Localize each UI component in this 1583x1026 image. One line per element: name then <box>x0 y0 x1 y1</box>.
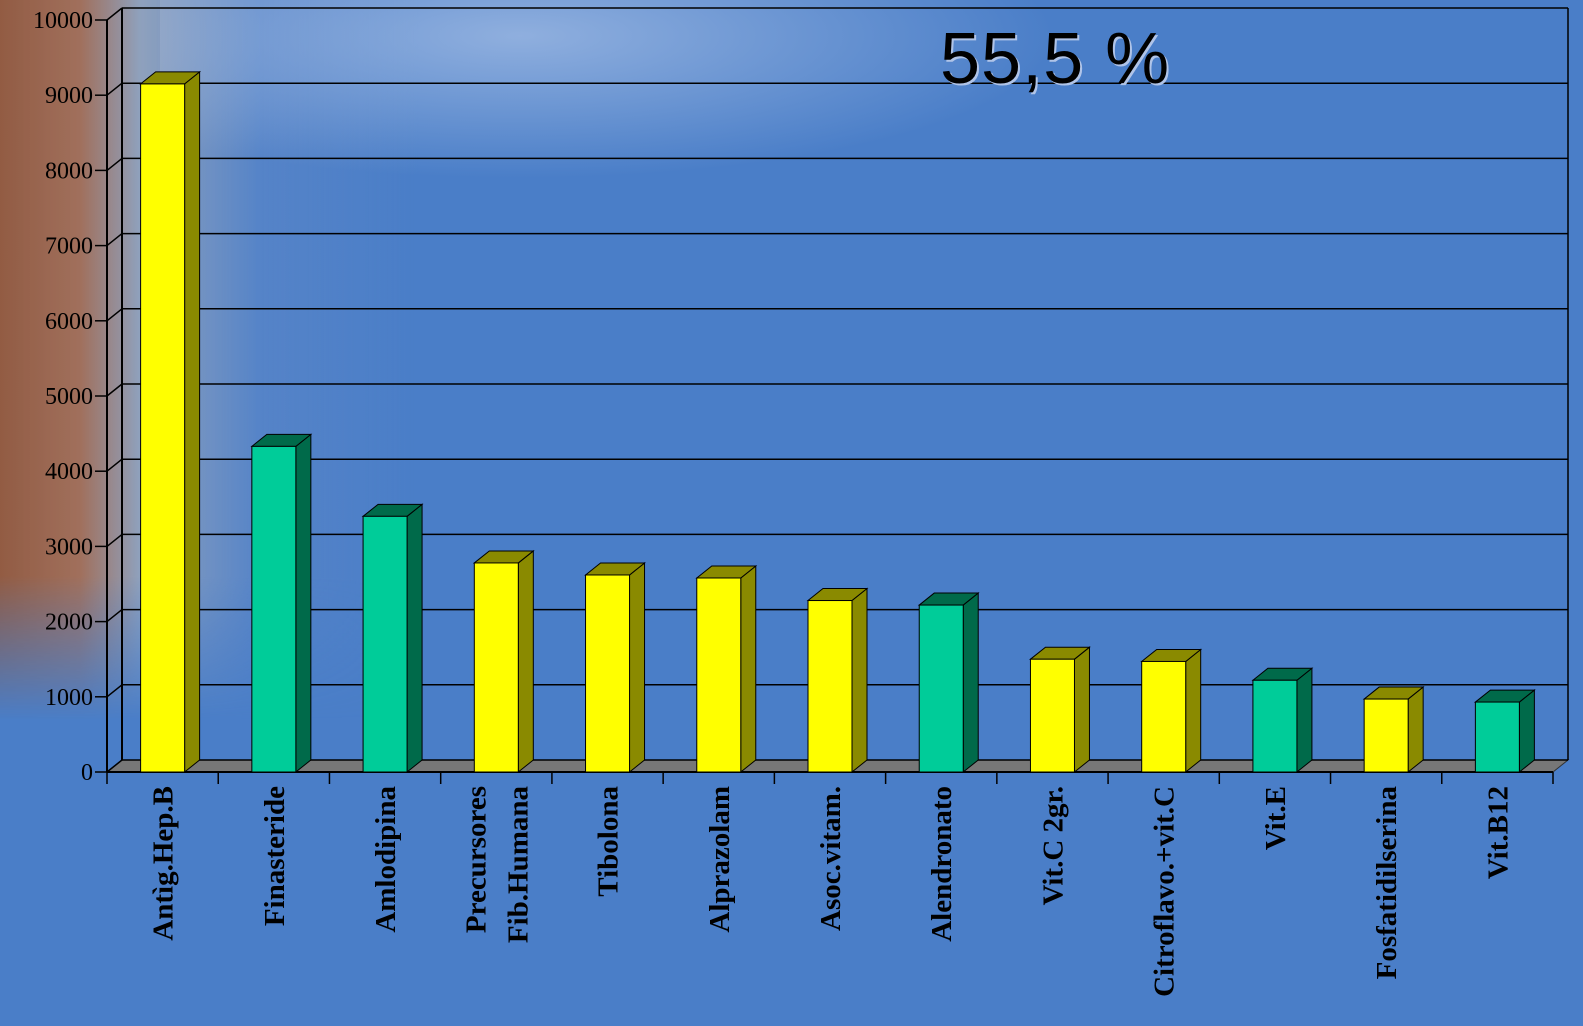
gridline-side <box>106 82 123 96</box>
y-tick-label: 9000 <box>45 83 93 109</box>
gridline-side <box>106 383 123 397</box>
y-tick-label: 3000 <box>45 534 93 560</box>
y-tick-label: 5000 <box>45 384 93 410</box>
gridline-side <box>106 684 123 698</box>
category-label: Vit.B12 <box>1482 786 1514 879</box>
y-tick-label: 8000 <box>45 158 93 184</box>
category-label: Alprazolam <box>704 786 736 933</box>
bar <box>362 515 408 773</box>
bar <box>585 574 631 773</box>
bar <box>696 577 742 773</box>
bar <box>1252 679 1298 773</box>
gridline-side <box>106 759 123 773</box>
bar-side <box>851 587 868 774</box>
category-label: Vit.E <box>1260 786 1292 850</box>
y-tick-label: 0 <box>81 760 93 786</box>
bar <box>140 83 186 773</box>
category-label: Fib.Humana <box>502 786 534 944</box>
y-tick-label: 10000 <box>33 8 93 34</box>
bar <box>1474 701 1520 773</box>
y-tick-label: 4000 <box>45 459 93 485</box>
gridline-side <box>106 308 123 322</box>
bar <box>1363 698 1409 773</box>
bar <box>918 604 964 773</box>
bar-side <box>295 433 312 774</box>
category-label: Amlodipina <box>370 786 402 933</box>
bar-side <box>1518 689 1535 774</box>
gridline-side <box>106 533 123 547</box>
bar-side <box>1185 648 1202 774</box>
bar-side <box>1073 646 1090 774</box>
gridline-side <box>106 157 123 171</box>
y-tick-label: 2000 <box>45 610 93 636</box>
category-label: Precursores <box>460 786 492 933</box>
bar <box>1141 660 1187 773</box>
y-tick-label: 1000 <box>45 685 93 711</box>
headline-percentage: 55,5 % <box>940 19 1171 99</box>
bar-side <box>1296 667 1313 774</box>
bar <box>1029 658 1075 773</box>
gridline-side <box>106 458 123 472</box>
category-label: Vit.C 2gr. <box>1037 786 1069 905</box>
category-label: Asoc.vitam. <box>815 786 847 931</box>
bar <box>807 600 853 773</box>
y-tick-label: 6000 <box>45 309 93 335</box>
category-label: Tibolona <box>593 786 625 897</box>
gridline-side <box>106 233 123 247</box>
bar-side <box>184 70 201 774</box>
bar-side <box>629 561 646 774</box>
bar <box>251 445 297 773</box>
category-label: Alendronato <box>926 786 958 942</box>
bar-side <box>740 564 757 774</box>
category-label: Antìg.Hep.B <box>148 786 180 941</box>
background-sky <box>160 0 1060 180</box>
category-label: Citroflavo.+vit.C <box>1149 786 1181 997</box>
gridline-side <box>106 7 123 21</box>
category-label: Finasteride <box>259 786 291 926</box>
category-label: Fosfatidilserina <box>1371 786 1403 980</box>
bar-side <box>1407 686 1424 774</box>
bar-side <box>406 503 423 774</box>
bar-side <box>962 592 979 774</box>
gridline-side <box>106 609 123 623</box>
bar-side <box>517 549 534 774</box>
y-tick-label: 7000 <box>45 234 93 260</box>
bar <box>473 562 519 773</box>
